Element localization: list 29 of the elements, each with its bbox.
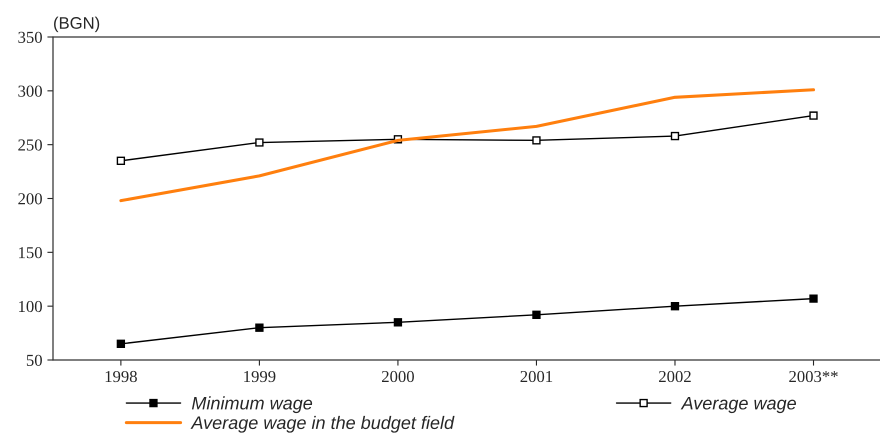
point — [670, 302, 680, 310]
legend-label: Average wage in the budget field — [190, 416, 455, 433]
y-tick-label: 250 — [18, 139, 42, 151]
line-series — [119, 88, 816, 202]
y-tick-label: 350 — [18, 32, 42, 43]
x-tick-label: 2000 — [382, 370, 414, 382]
y-tick-label: 200 — [18, 193, 42, 204]
y-axis-title: (BGN) — [54, 16, 100, 32]
y-tick-label: 150 — [19, 247, 42, 258]
y-tick-label: 100 — [19, 300, 42, 312]
x-tick-label: 2003** — [789, 370, 838, 382]
x-tick-label: 2002 — [659, 370, 691, 382]
legend-label: Average wage — [680, 396, 796, 414]
x-tick-label: 2001 — [520, 370, 552, 382]
x-tick-label: 1998 — [106, 370, 137, 382]
legend-label: Minimum wage — [192, 396, 312, 414]
point — [532, 310, 541, 319]
x-tick-label: 1999 — [244, 370, 276, 382]
y-tick-label: 50 — [26, 354, 42, 366]
point — [255, 138, 264, 147]
point — [809, 111, 818, 120]
point — [670, 132, 680, 140]
point — [116, 340, 126, 348]
point — [809, 294, 818, 303]
point — [255, 324, 264, 332]
y-tick-label: 300 — [18, 86, 42, 97]
point — [116, 156, 126, 165]
point — [532, 136, 541, 145]
point — [394, 318, 402, 326]
